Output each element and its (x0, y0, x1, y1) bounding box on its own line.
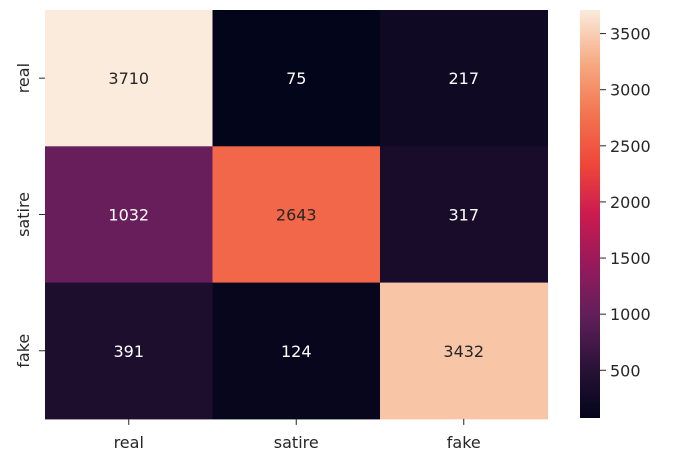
colorbar-tick-label: 3500 (610, 25, 651, 44)
colorbar-tick-label: 1500 (610, 249, 651, 268)
heatmap-cells (45, 10, 548, 420)
colorbar-tick-label: 500 (610, 361, 641, 380)
x-tick-label-real: real (114, 433, 144, 452)
y-tick-label-fake: fake (14, 334, 33, 368)
x-axis: real satire fake (114, 418, 481, 452)
heatmap-cell-fake-real (45, 282, 213, 420)
cell-value-label: 1032 (108, 205, 149, 224)
colorbar-tick-label: 2500 (610, 137, 651, 156)
y-tick-label-satire: satire (14, 192, 33, 237)
cell-value-label: 3432 (443, 342, 484, 361)
heatmap-cell-fake-fake (380, 282, 548, 420)
cell-value-label: 217 (448, 69, 479, 88)
cell-value-label: 124 (281, 342, 312, 361)
heatmap-cell-labels: 3710 75 217 1032 2643 317 391 124 3432 (108, 69, 484, 361)
heatmap-cell-satire-fake (380, 146, 548, 284)
cell-value-label: 2643 (276, 205, 317, 224)
x-tick-label-satire: satire (274, 433, 319, 452)
y-tick-label-real: real (14, 63, 33, 93)
heatmap-cell-real-fake (380, 10, 548, 147)
colorbar-tick-label: 1000 (610, 305, 651, 324)
x-tick-label-fake: fake (447, 433, 481, 452)
heatmap-cell-fake-satire (212, 282, 381, 420)
cell-value-label: 3710 (108, 69, 149, 88)
cell-value-label: 75 (286, 69, 306, 88)
y-axis: real satire fake (14, 63, 45, 368)
colorbar-tick-label: 3000 (610, 81, 651, 100)
colorbar-gradient (580, 10, 600, 418)
heatmap-cell-real-satire (212, 10, 381, 147)
heatmap-cell-satire-satire (212, 146, 381, 284)
cell-value-label: 317 (448, 205, 479, 224)
heatmap-cell-satire-real (45, 146, 213, 284)
heatmap-cell-real-real (45, 10, 213, 147)
colorbar: 500 1000 1500 2000 2500 3000 3500 (580, 10, 651, 418)
cell-value-label: 391 (113, 342, 144, 361)
colorbar-tick-label: 2000 (610, 193, 651, 212)
